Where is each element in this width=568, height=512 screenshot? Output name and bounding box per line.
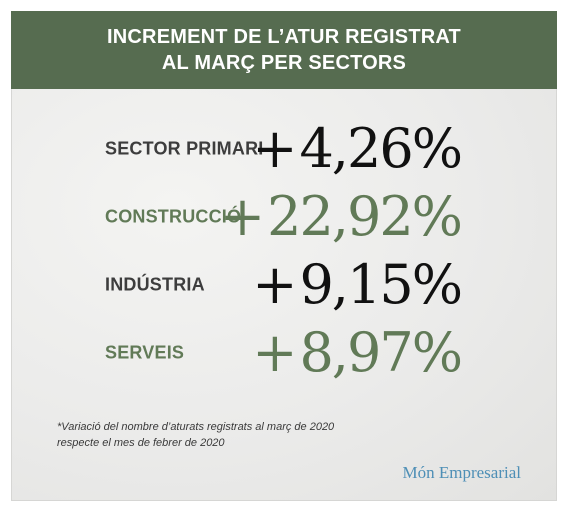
value-label: +8,97% xyxy=(252,326,463,380)
footnote-line-1: *Variació del nombre d’aturats registrat… xyxy=(57,421,335,433)
value-number: 9,15% xyxy=(299,253,463,316)
plus-sign: + xyxy=(252,253,297,316)
brand-logo-text: Món Empresarial xyxy=(402,463,522,482)
plus-sign: + xyxy=(219,185,265,248)
infographic-card: INCREMENT DE L’ATUR REGISTRAT AL MARÇ PE… xyxy=(11,11,557,501)
title-line-1: INCREMENT DE L’ATUR REGISTRAT xyxy=(107,26,461,48)
category-label: SECTOR PRIMARI xyxy=(105,138,264,159)
value-number: 4,26% xyxy=(299,117,463,180)
footnote-line-2: respecte el mes de febrer de 2020 xyxy=(57,437,225,449)
row-industria: INDÚSTRIA +9,15% xyxy=(11,252,557,318)
row-serveis: SERVEIS +8,97% xyxy=(11,320,557,386)
title-line-2: AL MARÇ PER SECTORS xyxy=(161,52,407,74)
value-label: +22,92% xyxy=(220,190,463,244)
plus-sign: + xyxy=(252,117,297,180)
category-label: INDÚSTRIA xyxy=(105,274,205,295)
row-sector-primari: SECTOR PRIMARI +4,26% xyxy=(11,116,557,182)
header-banner: INCREMENT DE L’ATUR REGISTRAT AL MARÇ PE… xyxy=(11,11,557,89)
value-label: +4,26% xyxy=(252,122,463,176)
value-number: 22,92% xyxy=(267,185,463,248)
row-construccio: CONSTRUCCIÓ +22,92% xyxy=(11,184,557,250)
value-label: +9,15% xyxy=(252,258,463,312)
plus-sign: + xyxy=(252,321,297,384)
category-label: SERVEIS xyxy=(105,342,185,363)
value-number: 8,97% xyxy=(299,321,463,384)
footnote: *Variació del nombre d’aturats registrat… xyxy=(57,419,334,451)
category-label: CONSTRUCCIÓ xyxy=(105,206,242,227)
